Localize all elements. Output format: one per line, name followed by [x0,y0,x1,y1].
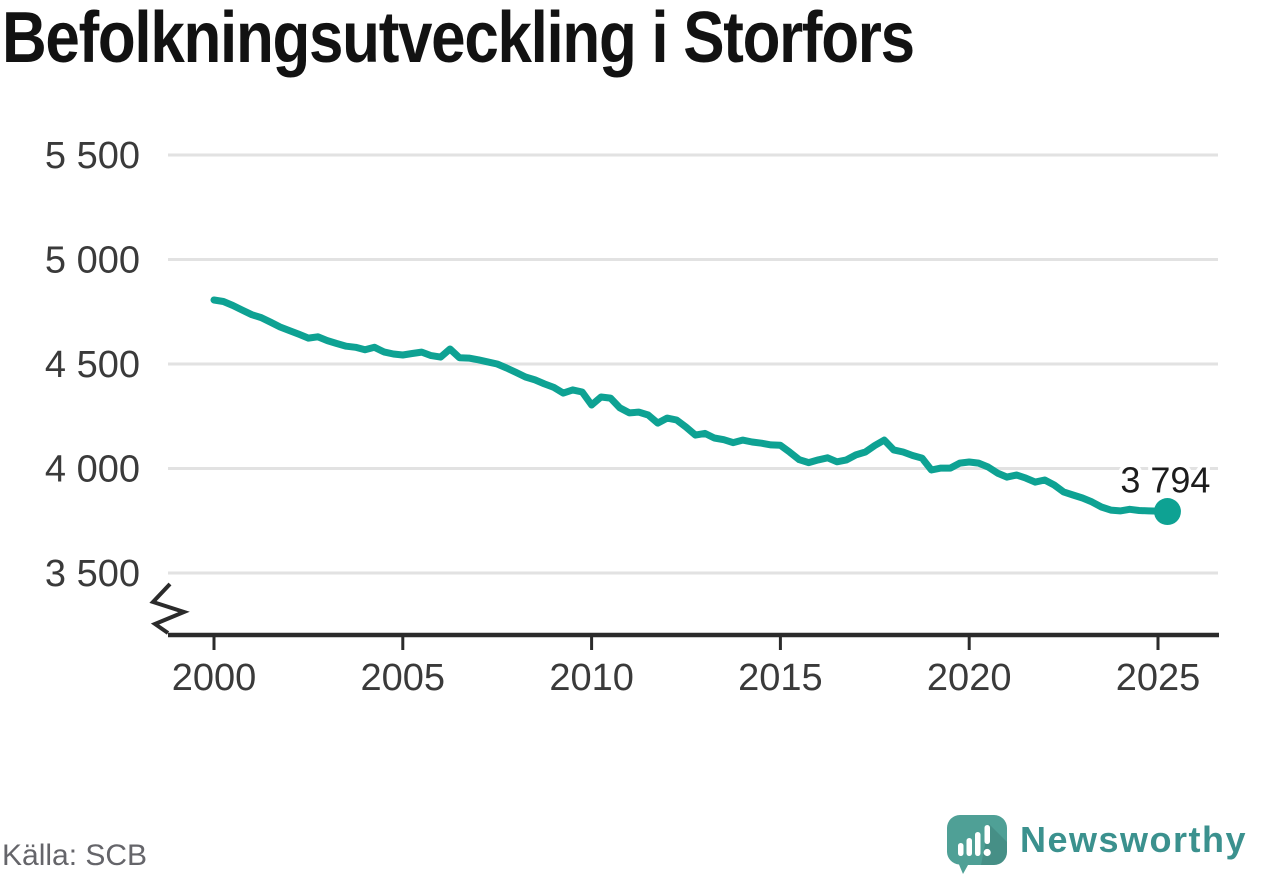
x-tick-label-2000: 2000 [172,657,257,699]
bar-large [975,832,981,856]
chart-title: Befolkningsutveckling i Storfors [2,0,915,78]
bar-medium [966,838,972,856]
y-tick-label-3500: 3 500 [45,553,140,595]
newsworthy-logo: Newsworthy [946,813,1262,875]
newsworthy-speech-bubble-barchart-icon [947,815,1007,874]
exclamation-bar [984,825,990,844]
x-tick-label-2010: 2010 [549,657,634,699]
y-tick-label-5500: 5 500 [45,135,140,177]
y-tick-label-4500: 4 500 [45,344,140,386]
end-value-label: 3 794 [1120,460,1210,501]
end-point-dot [1153,498,1181,526]
y-tick-label-5000: 5 000 [45,240,140,282]
y-tick-label-4000: 4 000 [45,449,140,491]
y-axis-break-zigzag [149,582,190,635]
x-tick-label-2005: 2005 [361,657,446,699]
bar-small [958,843,964,856]
brand-wordmark: Newsworthy [1020,819,1248,860]
population-line-series [210,296,1171,516]
x-tick-label-2020: 2020 [927,657,1012,699]
x-tick-label-2015: 2015 [738,657,823,699]
source-note: Källa: SCB [2,839,148,872]
exclamation-dot [983,848,991,857]
population-line-chart: 5 500 5 000 4 500 4 000 3 500 2000 2005 2010 201… [45,135,1219,699]
x-tick-label-2025: 2025 [1116,657,1201,699]
